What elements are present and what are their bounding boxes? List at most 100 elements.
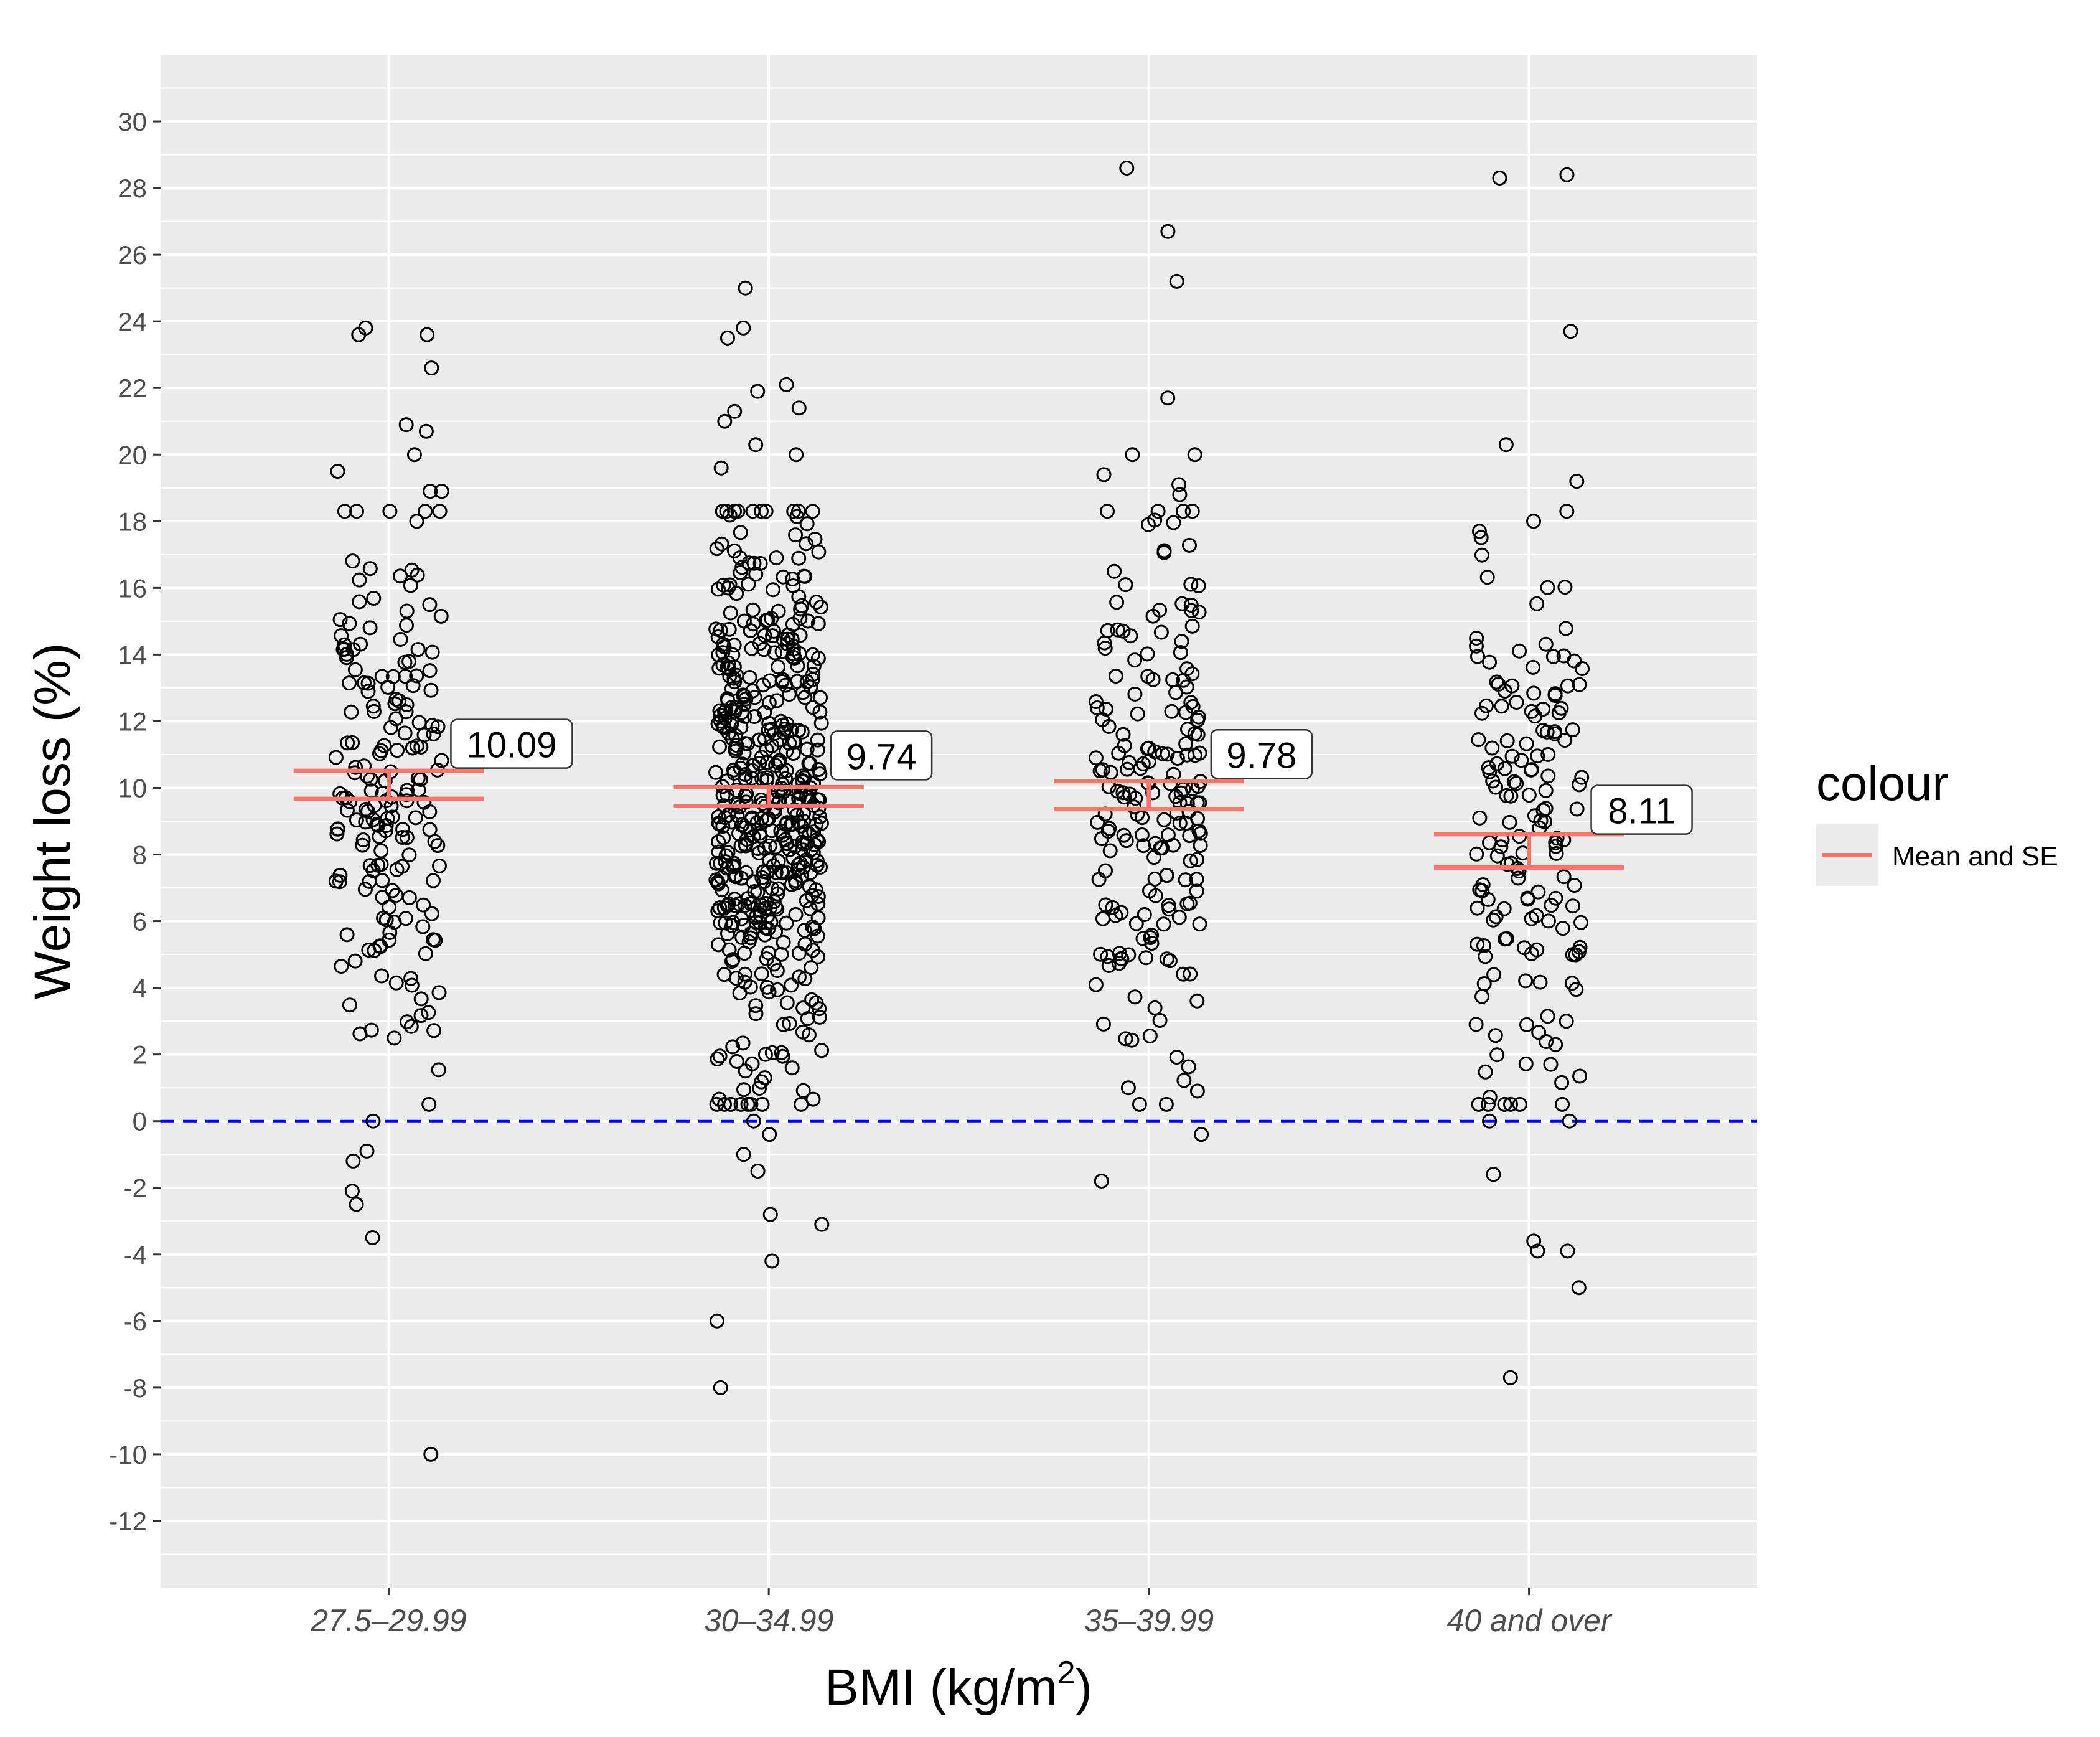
data-point [1163,776,1178,791]
data-point [393,632,408,647]
data-point [1489,1047,1505,1063]
data-point [721,621,737,637]
data-point [366,704,382,719]
data-point [1123,628,1138,644]
data-point [720,898,735,913]
data-point [746,1113,761,1129]
data-point [1088,750,1104,766]
data-point [403,1019,419,1034]
data-point [1511,864,1527,879]
data-point [1548,1037,1563,1052]
data-point [743,930,758,946]
data-point [1166,837,1181,853]
data-point [1179,747,1195,763]
data-point [352,594,367,610]
data-point [806,658,822,674]
data-point [1125,447,1140,463]
data-point [1470,649,1485,664]
data-point [774,864,789,879]
data-point [1529,596,1545,611]
data-point [1140,669,1156,684]
data-point [1518,1056,1534,1071]
data-point [1128,916,1144,931]
data-point [426,1023,442,1038]
data-point [759,812,774,828]
data-point [378,818,394,833]
data-point [1119,161,1135,176]
data-point [784,631,800,647]
legend-title: colour [1816,756,1948,811]
data-point [715,504,730,519]
data-point [383,720,399,735]
data-point [409,668,424,684]
data-point [330,821,345,837]
data-point [736,613,752,629]
data-point [424,644,440,660]
data-point [726,638,742,653]
data-point [1166,515,1181,530]
y-tick-label: 26 [118,240,147,270]
data-point [797,923,812,938]
data-point [1482,1113,1498,1129]
mean-label-box [830,730,933,781]
data-point [340,735,355,751]
data-point [773,823,789,839]
data-point [345,1153,361,1169]
data-point [397,725,413,741]
y-tick-label: 28 [118,174,147,203]
data-point [720,693,736,708]
data-point [1572,777,1587,793]
data-point [1474,547,1489,563]
data-point [334,628,349,643]
data-point [418,946,433,961]
data-point [743,1096,759,1112]
x-axis-title-close: ) [1076,1659,1092,1716]
data-point [1473,530,1489,545]
data-point [810,732,825,748]
data-point [385,883,400,898]
data-point [395,859,410,874]
data-point [775,865,790,881]
data-point [342,616,357,631]
x-axis-title-superscript: 2 [1057,1655,1076,1691]
data-point [360,804,376,819]
data-point [404,977,420,993]
data-point [1120,761,1135,777]
data-point [342,794,358,809]
data-point [382,504,398,519]
data-point [727,403,743,419]
data-point [794,1096,809,1112]
data-point [725,647,741,662]
data-point [1486,1167,1501,1182]
data-point [804,992,820,1007]
data-point [431,1062,446,1078]
data-point [1128,791,1143,806]
data-point [1524,762,1539,778]
data-point [1173,645,1188,661]
data-point [814,1043,830,1058]
data-point [334,959,349,974]
mean-label: 8.11 [1608,791,1676,832]
data-point [1526,659,1541,675]
data-point [1547,726,1562,741]
y-tick-label: 2 [133,1040,147,1070]
data-point [1496,901,1512,916]
data-point [738,280,753,296]
data-point [359,801,374,817]
data-point [1161,898,1176,913]
data-point [1479,570,1495,585]
data-point [709,1096,724,1112]
data-point [358,320,373,336]
data-point [812,766,828,782]
data-point [771,881,786,897]
data-point [795,1000,811,1016]
data-point [421,1005,436,1020]
data-point [779,377,794,392]
data-point [1121,947,1137,963]
data-point [399,603,415,619]
data-point [1569,801,1585,817]
data-point [789,447,804,463]
data-point [813,600,828,615]
data-point [1183,853,1198,868]
data-point [1472,810,1488,826]
